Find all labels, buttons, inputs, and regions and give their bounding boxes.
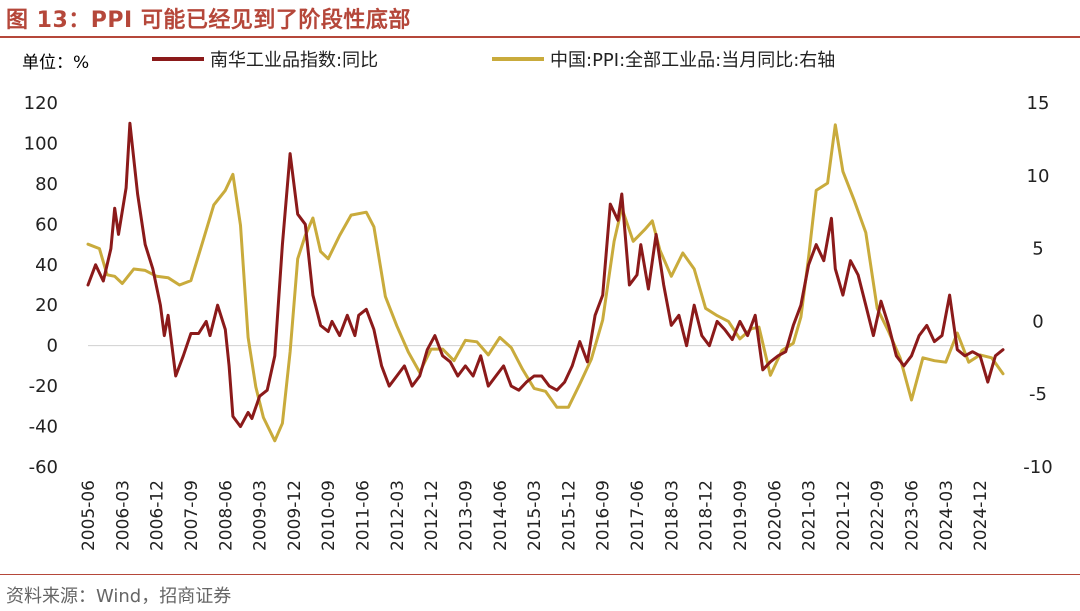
right-axis-tick-label: 0 — [1032, 311, 1043, 332]
legend-label-ppi: 中国:PPI:全部工业品:当月同比:右轴 — [550, 50, 836, 71]
left-axis-tick-label: 20 — [35, 295, 58, 316]
x-axis-tick-label: 2017-06 — [628, 480, 648, 551]
x-axis-tick-label: 2009-12 — [285, 480, 305, 551]
right-axis-tick-label: -5 — [1029, 384, 1047, 405]
x-axis-tick-label: 2015-03 — [525, 480, 545, 551]
x-axis-tick-label: 2022-09 — [868, 480, 888, 551]
left-axis-tick-label: 0 — [47, 336, 58, 357]
legend-swatch-nanhua — [152, 57, 204, 61]
left-axis-tick-label: 80 — [35, 174, 58, 195]
left-axis-tick-label: -40 — [29, 417, 58, 438]
series-line-nanhua — [86, 121, 1005, 429]
x-axis-tick-label: 2021-12 — [834, 480, 854, 551]
x-axis-tick-label: 2015-12 — [559, 480, 579, 551]
legend-label-nanhua: 南华工业品指数:同比 — [210, 50, 379, 71]
x-axis-tick-label: 2008-06 — [216, 480, 236, 551]
left-axis-tick-label: 60 — [35, 214, 58, 235]
x-axis-tick-label: 2012-03 — [388, 480, 408, 551]
right-axis-tick-label: 10 — [1027, 166, 1050, 187]
x-axis-tick-label: 2018-12 — [697, 480, 717, 551]
x-axis-tick-label: 2024-12 — [971, 480, 991, 551]
unit-label: 单位：% — [22, 53, 90, 73]
left-axis-tick-label: 120 — [24, 93, 58, 114]
right-axis-tick-label: 15 — [1027, 93, 1050, 114]
x-axis-tick-label: 2012-12 — [422, 480, 442, 551]
page-title: 图 13：PPI 可能已经见到了阶段性底部 — [6, 8, 411, 33]
x-axis-tick-label: 2005-06 — [79, 480, 99, 551]
x-axis-tick-label: 2007-09 — [182, 480, 202, 551]
x-axis-tick-label: 2024-03 — [937, 480, 957, 551]
x-axis-tick-label: 2020-06 — [765, 480, 785, 551]
x-axis-tick-label: 2006-03 — [113, 480, 133, 551]
left-axis-tick-label: 100 — [24, 133, 58, 154]
legend-item-nanhua: 南华工业品指数:同比 — [152, 46, 378, 72]
legend-swatch-ppi — [492, 57, 544, 61]
x-axis-tick-label: 2011-06 — [354, 480, 374, 551]
left-axis-tick-label: 40 — [35, 255, 58, 276]
source-note: 资料来源：Wind，招商证券 — [6, 586, 232, 607]
x-axis-tick-label: 2016-09 — [594, 480, 614, 551]
left-axis-tick-label: -20 — [29, 376, 58, 397]
x-axis-tick-label: 2009-03 — [251, 480, 271, 551]
legend-item-ppi: 中国:PPI:全部工业品:当月同比:右轴 — [492, 46, 835, 72]
left-axis-tick-label: -60 — [29, 457, 58, 478]
x-axis-tick-label: 2023-06 — [903, 480, 923, 551]
x-axis-tick-label: 2021-03 — [800, 480, 820, 551]
series-line-ppi — [86, 123, 1005, 443]
x-axis-tick-label: 2010-09 — [319, 480, 339, 551]
x-axis-tick-label: 2018-03 — [662, 480, 682, 551]
x-axis-tick-label: 2013-09 — [456, 480, 476, 551]
footer-divider — [0, 574, 1080, 575]
x-axis-tick-label: 2019-09 — [731, 480, 751, 551]
x-axis-tick-label: 2014-06 — [491, 480, 511, 551]
right-axis-tick-label: 5 — [1032, 239, 1043, 260]
x-axis-tick-label: 2006-12 — [148, 480, 168, 551]
right-axis-tick-label: -10 — [1023, 457, 1052, 478]
title-divider — [0, 36, 1080, 38]
